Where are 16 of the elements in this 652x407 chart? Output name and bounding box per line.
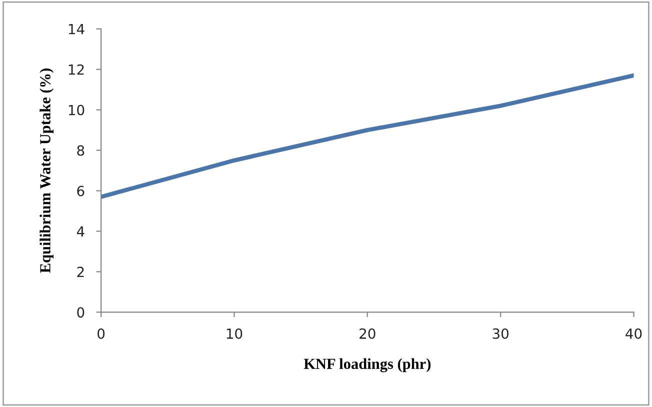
y-axis-title: Equilibrium Water Uptake (%) [40,68,54,273]
x-tick-label: 30 [492,328,508,339]
x-tick-label: 20 [360,328,376,339]
line-series [101,73,634,199]
y-tick-label: 10 [68,104,84,116]
y-tick-label: 0 [77,307,84,318]
y-tick-label: 2 [77,266,84,277]
y-tick-label: 8 [77,145,84,156]
y-tick-label: 12 [68,64,84,75]
x-tick-label: 0 [98,328,105,339]
y-tick-label: 14 [68,24,84,34]
x-tick-label: 40 [626,328,642,339]
y-tick-label: 4 [76,226,84,237]
x-axis-title: KNF loadings (phr) [304,358,431,372]
x-tick-label: 10 [226,328,242,339]
y-tick-label: 6 [77,186,84,196]
